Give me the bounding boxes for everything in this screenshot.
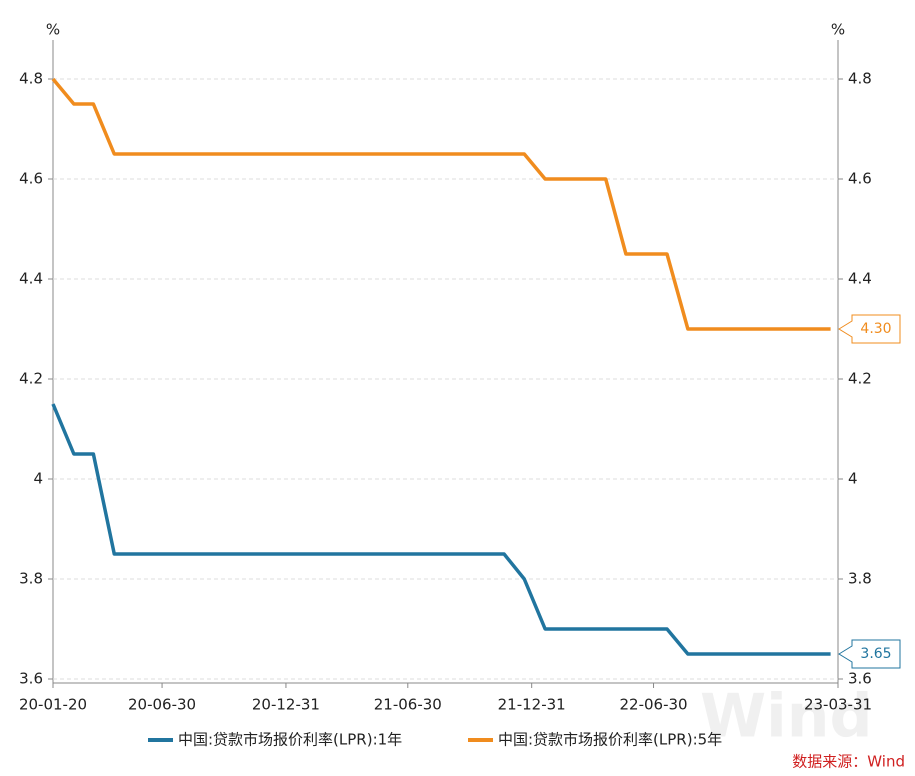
y-tick-label: 4.6: [19, 170, 43, 188]
y2-tick-label: 3.8: [848, 570, 872, 588]
y-tick-label: 3.8: [19, 570, 43, 588]
value-label: 4.30: [860, 321, 891, 337]
x-tick-label: 20-06-30: [128, 696, 196, 714]
value-callout: [838, 314, 901, 344]
y-tick-label: 4.8: [19, 70, 43, 88]
value-callout: [838, 639, 901, 669]
y-tick-label: 4: [33, 470, 43, 488]
x-tick-label: 20-12-31: [252, 696, 320, 714]
y2-tick-label: 4.8: [848, 70, 872, 88]
y2-tick-label: 4: [848, 470, 858, 488]
x-tick-label: 22-06-30: [619, 696, 687, 714]
x-tick-label: 20-01-20: [19, 696, 87, 714]
value-label: 3.65: [860, 646, 891, 662]
y-tick-label: 4.2: [19, 370, 43, 388]
y2-tick-label: 4.2: [848, 370, 872, 388]
y-axis-label: %: [46, 21, 60, 39]
watermark: Wind: [700, 682, 872, 752]
legend-label: 中国:贷款市场报价利率(LPR):1年: [178, 731, 402, 749]
y-tick-label: 4.4: [19, 270, 43, 288]
y-tick-label: 3.6: [19, 670, 43, 688]
y2-axis-label: %: [831, 21, 845, 39]
y2-tick-label: 4.4: [848, 270, 872, 288]
x-tick-label: 21-12-31: [498, 696, 566, 714]
source: 数据来源：Wind: [792, 753, 905, 771]
x-tick-label: 23-03-31: [804, 696, 872, 714]
y2-tick-label: 3.6: [848, 670, 872, 688]
legend-label: 中国:贷款市场报价利率(LPR):5年: [498, 731, 722, 749]
x-tick-label: 21-06-30: [374, 696, 442, 714]
series-line: [51, 403, 831, 656]
y2-tick-label: 4.6: [848, 170, 872, 188]
series-line: [51, 77, 831, 331]
